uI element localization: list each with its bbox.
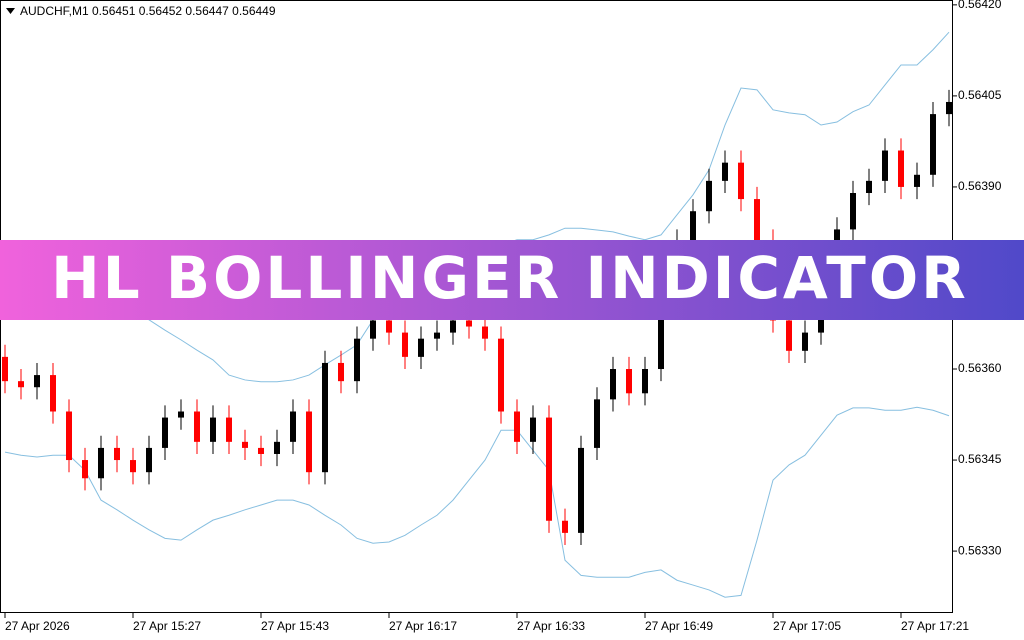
chart-title: AUDCHF,M1 0.56451 0.56452 0.56447 0.5644… — [20, 4, 276, 18]
x-tick-label: 27 Apr 2026 — [5, 619, 70, 633]
lower-band — [4, 406, 950, 598]
candle-body — [466, 320, 472, 327]
y-tick-label: 0.56330 — [958, 543, 1002, 557]
candle-body — [114, 447, 120, 461]
candle-body — [754, 199, 760, 242]
candle-body — [610, 369, 616, 400]
candle-body — [562, 520, 568, 533]
candle-body — [242, 441, 248, 448]
candle-body — [482, 326, 488, 339]
candle-body — [546, 417, 552, 521]
candle-body — [722, 162, 728, 181]
x-tick-label: 27 Apr 16:49 — [645, 619, 713, 633]
candle-body — [866, 180, 872, 194]
candle-body — [130, 460, 136, 473]
menu-triangle[interactable] — [6, 8, 15, 14]
candle-body — [66, 411, 72, 461]
candle-body — [194, 411, 200, 442]
candle-body — [258, 447, 264, 454]
y-tick-label: 0.56345 — [958, 452, 1002, 466]
y-tick-label: 0.56420 — [958, 0, 1002, 11]
y-tick-label: 0.56405 — [958, 88, 1002, 102]
x-tick-label: 27 Apr 16:33 — [517, 619, 585, 633]
candle-body — [306, 411, 312, 473]
candle-body — [82, 460, 88, 479]
candle-body — [882, 150, 888, 181]
candle-body — [146, 447, 152, 473]
candle-body — [18, 381, 24, 388]
candle-body — [450, 320, 456, 333]
plot-area: 0.56420 0.56405 0.56390 0.56360 0.56345 0.563… — [2, 0, 1002, 633]
x-tick-label: 27 Apr 15:27 — [133, 619, 201, 633]
candle-body — [946, 101, 952, 115]
candle-body — [418, 338, 424, 357]
candle-body — [658, 302, 664, 370]
candle-body — [402, 332, 408, 357]
candle-body — [578, 447, 584, 533]
candle-body — [178, 411, 184, 418]
candle-body — [226, 417, 232, 442]
candle-body — [338, 362, 344, 382]
candle-body — [642, 369, 648, 394]
candle-body — [434, 332, 440, 339]
candle-body — [98, 447, 104, 479]
candle-body — [50, 375, 56, 412]
candle-body — [162, 417, 168, 448]
banner-title: HL BOLLINGER INDICATOR — [51, 244, 969, 312]
candle-body — [370, 320, 376, 339]
candle-body — [354, 338, 360, 382]
y-tick-label: 0.56360 — [958, 361, 1002, 375]
candle-body — [498, 338, 504, 412]
candle-body — [898, 150, 904, 187]
banner — [0, 240, 1024, 320]
candle-body — [930, 114, 936, 175]
candle-body — [594, 399, 600, 448]
candle-body — [530, 417, 536, 442]
candle-body — [290, 411, 296, 442]
candle-body — [738, 162, 744, 200]
x-tick-label: 27 Apr 17:21 — [901, 619, 969, 633]
candle-body — [914, 174, 920, 187]
candle-body — [2, 356, 8, 382]
candle-body — [210, 417, 216, 442]
candle-body — [322, 362, 328, 473]
y-tick-label: 0.56390 — [958, 179, 1002, 193]
candle-body — [626, 369, 632, 394]
candle-body — [690, 211, 696, 242]
x-tick-label: 27 Apr 16:17 — [389, 619, 457, 633]
candle-body — [850, 193, 856, 230]
candle-body — [514, 411, 520, 442]
candle-body — [786, 320, 792, 351]
candle-body — [802, 332, 808, 351]
x-tick-label: 27 Apr 17:05 — [773, 619, 841, 633]
candle-body — [706, 180, 712, 212]
candle-body — [274, 441, 280, 454]
x-tick-label: 27 Apr 15:43 — [261, 619, 329, 633]
candle-body — [34, 375, 40, 388]
candle-body — [386, 320, 392, 333]
